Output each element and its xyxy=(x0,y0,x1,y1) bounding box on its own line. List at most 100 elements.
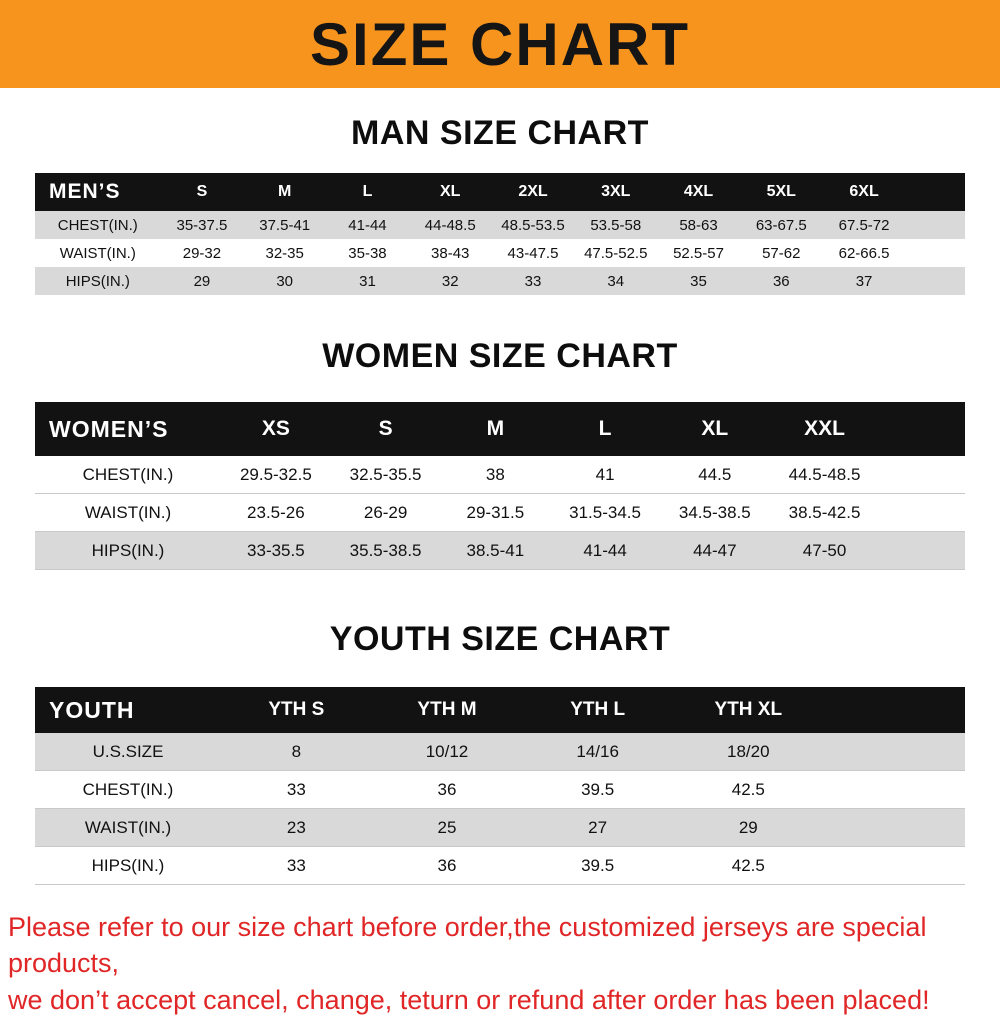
value-cell: 58-63 xyxy=(679,216,718,234)
value-cell: 57-62 xyxy=(762,244,801,262)
value-cell: 33 xyxy=(286,855,306,875)
row-label-cell: CHEST(IN.) xyxy=(57,216,138,234)
size-header-cell: 4XL xyxy=(683,183,714,200)
table-row: U.S.SIZE 8 10/12 14/16 18/20 xyxy=(35,733,965,771)
size-header-cell: YTH L xyxy=(570,699,626,720)
value-cell: 38.5-41 xyxy=(466,540,525,560)
row-label-cell: WAIST(IN.) xyxy=(59,244,136,262)
value-cell: 29 xyxy=(738,817,758,837)
value-cell: 14/16 xyxy=(576,741,619,761)
value-cell: 53.5-58 xyxy=(590,216,642,234)
row-label-cell: HIPS(IN.) xyxy=(91,855,165,875)
table-row: HIPS(IN.) 33-35.5 35.5-38.5 38.5-41 41-44 44-… xyxy=(35,532,965,570)
man-size-chart-heading: MAN SIZE CHART xyxy=(351,114,649,152)
value-cell: 36 xyxy=(437,855,457,875)
value-cell: 39.5 xyxy=(581,855,615,875)
value-cell: 43-47.5 xyxy=(507,244,559,262)
row-label-cell: CHEST(IN.) xyxy=(82,464,174,484)
size-header-cell: YTH M xyxy=(417,699,477,720)
value-cell: 47.5-52.5 xyxy=(584,244,648,262)
size-header-cell: XS xyxy=(261,417,290,440)
value-cell: 47-50 xyxy=(802,540,847,560)
table-row: HIPS(IN.) 29 30 31 32 33 34 35 36 37 xyxy=(35,267,965,295)
value-cell: 38-43 xyxy=(431,244,470,262)
youth-size-table: YOUTH YTH S YTH M YTH L YTH XL U.S.SIZE 8 10/12… xyxy=(35,687,965,885)
youth-size-chart-heading: YOUTH SIZE CHART xyxy=(329,620,671,658)
value-cell: 41-44 xyxy=(348,216,387,234)
value-cell: 33-35.5 xyxy=(247,540,305,560)
table-row: WAIST(IN.) 23 25 27 29 xyxy=(35,809,965,847)
value-cell: 32.5-35.5 xyxy=(349,464,422,484)
header-row: YOUTH YTH S YTH M YTH L YTH XL xyxy=(35,687,965,733)
women-size-chart-heading: WOMEN SIZE CHART xyxy=(322,337,678,375)
value-cell: 37 xyxy=(855,272,873,290)
size-header-cell: 5XL xyxy=(766,183,796,200)
size-header-cell: M xyxy=(486,417,505,440)
size-header-cell: 6XL xyxy=(849,183,879,200)
value-cell: 36 xyxy=(772,272,790,290)
size-header-cell: S xyxy=(196,183,208,200)
table-title-cell: YOUTH xyxy=(49,696,135,723)
value-cell: 42.5 xyxy=(731,779,765,799)
size-header-cell: S xyxy=(378,417,393,440)
value-cell: 31 xyxy=(359,272,376,290)
table-row: CHEST(IN.) 29.5-32.5 32.5-35.5 38 41 44.5 44.5… xyxy=(35,456,965,494)
size-chart-banner: SIZE CHART xyxy=(0,0,1000,88)
row-label-cell: HIPS(IN.) xyxy=(91,540,165,560)
size-header-cell: XL xyxy=(701,417,729,440)
value-cell: 26-29 xyxy=(363,502,408,522)
size-header-cell: M xyxy=(278,183,292,200)
value-cell: 27 xyxy=(588,817,608,837)
value-cell: 35 xyxy=(690,272,707,290)
value-cell: 23.5-26 xyxy=(247,502,305,522)
value-cell: 44.5-48.5 xyxy=(788,464,861,484)
row-label-cell: WAIST(IN.) xyxy=(84,502,172,522)
mens-size-table: MEN’S S M L XL 2XL 3XL 4XL 5XL 6XL CHEST(IN.) 35-37… xyxy=(35,173,965,295)
size-header-cell: L xyxy=(362,183,373,200)
table-row: HIPS(IN.) 33 36 39.5 42.5 xyxy=(35,847,965,885)
value-cell: 10/12 xyxy=(425,741,469,761)
value-cell: 62-66.5 xyxy=(838,244,890,262)
value-cell: 41 xyxy=(595,464,615,484)
value-cell: 33 xyxy=(286,779,306,799)
value-cell: 34 xyxy=(607,272,625,290)
row-label-cell: WAIST(IN.) xyxy=(84,817,172,837)
table-title-cell: MEN’S xyxy=(49,180,121,203)
row-label-cell: CHEST(IN.) xyxy=(82,779,174,799)
value-cell: 29-31.5 xyxy=(466,502,525,522)
table-row: WAIST(IN.) 29-32 32-35 35-38 38-43 43-47.5 47.… xyxy=(35,239,965,267)
value-cell: 44.5 xyxy=(698,464,732,484)
value-cell: 48.5-53.5 xyxy=(501,216,565,234)
row-label-cell: HIPS(IN.) xyxy=(65,272,130,290)
disclaimer-text: Please refer to our size chart before or… xyxy=(8,909,992,1018)
value-cell: 63-67.5 xyxy=(755,216,807,234)
value-cell: 35-38 xyxy=(348,244,387,262)
size-header-cell: 2XL xyxy=(518,183,548,200)
value-cell: 38 xyxy=(485,464,505,484)
row-label-cell: U.S.SIZE xyxy=(92,741,164,761)
value-cell: 29-32 xyxy=(182,244,222,262)
value-cell: 18/20 xyxy=(727,741,770,761)
value-cell: 52.5-57 xyxy=(673,244,724,262)
value-cell: 39.5 xyxy=(581,779,615,799)
header-row: MEN’S S M L XL 2XL 3XL 4XL 5XL 6XL xyxy=(35,173,965,211)
value-cell: 8 xyxy=(291,741,302,761)
value-cell: 25 xyxy=(437,817,457,837)
value-cell: 41-44 xyxy=(583,540,627,560)
value-cell: 34.5-38.5 xyxy=(678,502,751,522)
value-cell: 35-37.5 xyxy=(176,216,228,234)
value-cell: 32-35 xyxy=(265,244,304,262)
value-cell: 35.5-38.5 xyxy=(349,540,422,560)
size-header-cell: XL xyxy=(440,183,461,200)
value-cell: 31.5-34.5 xyxy=(569,502,641,522)
value-cell: 32 xyxy=(441,272,459,290)
header-row: WOMEN’S XS S M L XL XXL xyxy=(35,402,965,456)
banner-title: SIZE CHART xyxy=(310,10,690,78)
value-cell: 44-48.5 xyxy=(424,216,476,234)
value-cell: 42.5 xyxy=(731,855,765,875)
value-cell: 36 xyxy=(437,779,457,799)
value-cell: 29.5-32.5 xyxy=(239,464,312,484)
size-header-cell: YTH XL xyxy=(714,699,783,720)
value-cell: 29 xyxy=(193,272,211,290)
